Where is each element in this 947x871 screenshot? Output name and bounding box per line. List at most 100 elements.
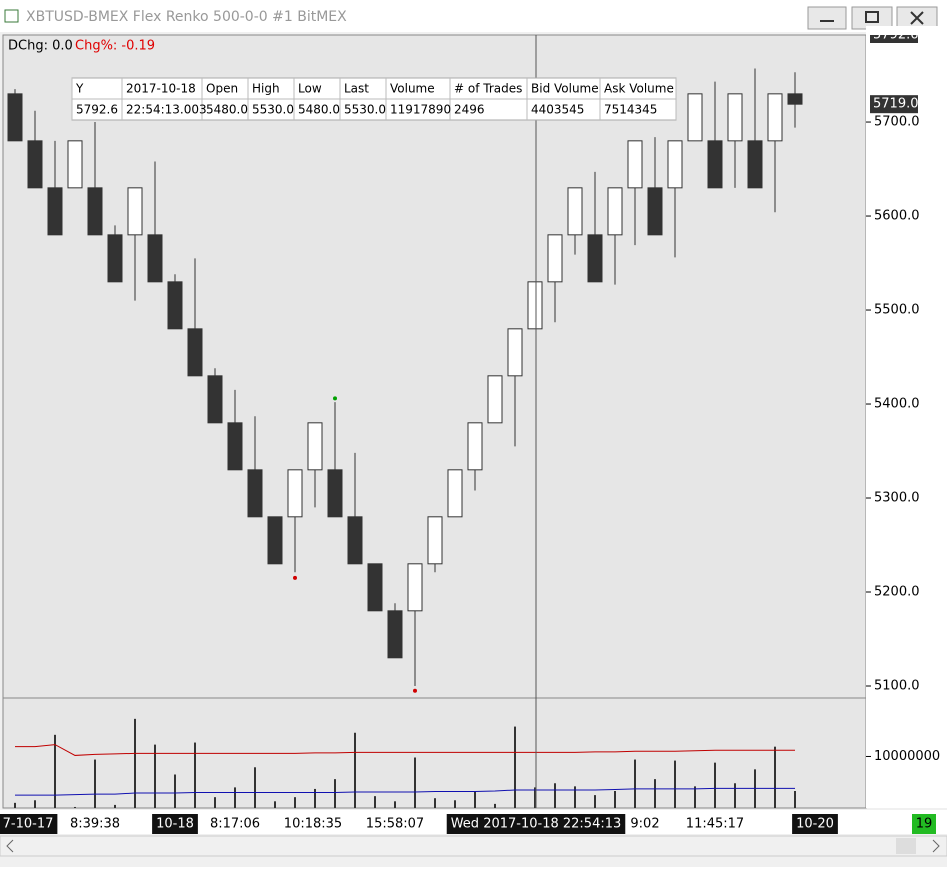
y-tick-label: 5600.0 (874, 209, 920, 224)
candle-body (347, 516, 363, 565)
x-tick-label: Wed 2017-10-18 22:54:13 (451, 817, 622, 832)
app-icon (4, 9, 19, 23)
scrollbar[interactable] (0, 835, 947, 857)
window-title: XBTUSD-BMEX Flex Renko 500-0-0 #1 BitMEX (26, 9, 347, 25)
table-cell: 2496 (454, 103, 485, 117)
candle-body (67, 140, 83, 189)
table-header: Y (75, 82, 84, 96)
candle-body (387, 610, 403, 659)
candle-body (507, 328, 523, 377)
scroll-left[interactable] (6, 839, 14, 853)
table-header: High (252, 82, 280, 96)
chg-pct: Chg%: -0.19 (75, 39, 155, 54)
candle-body (167, 281, 183, 330)
candle-body (367, 563, 383, 612)
table-cell: 5792.6 (76, 103, 118, 117)
table-header: Last (344, 82, 369, 96)
candle-body (227, 422, 243, 471)
x-tick-label: 11:45:17 (686, 817, 744, 832)
candle-body (427, 516, 443, 565)
table-header: Low (298, 82, 322, 96)
maximize-button[interactable] (851, 6, 893, 30)
x-tick-label: 10-18 (156, 817, 194, 832)
bar-count-box (912, 814, 936, 834)
candle-body (327, 469, 343, 518)
last-price-box (870, 95, 918, 114)
candle-body (287, 469, 303, 518)
price-axis (866, 35, 947, 808)
plot-area (2, 34, 867, 809)
close-icon (910, 11, 924, 25)
dchg: DChg: 0.0 (8, 39, 73, 54)
signal-dot (293, 575, 297, 580)
volume-tick-label: 10000000 (874, 749, 940, 764)
y-tick-label: 5300.0 (874, 491, 920, 506)
candle-body (407, 563, 423, 612)
minimize-button[interactable] (807, 6, 847, 30)
signal-dot (333, 396, 337, 401)
table-header: Bid Volume (531, 82, 599, 96)
x-tick-label: 8:17:06 (210, 817, 260, 832)
candle-body (707, 140, 723, 189)
candle-body (627, 140, 643, 189)
candle-body (447, 469, 463, 518)
maximize-icon (865, 11, 879, 23)
y-tick-label: 5500.0 (874, 303, 920, 318)
table-cell: 5480.0 (206, 103, 248, 117)
candle-body (767, 93, 783, 142)
plot: 5100.0 5200.0 5300.0 5400.0 5500.0 5600.0 5700… (0, 26, 947, 834)
title-bar (0, 0, 947, 32)
x-label-highlight (0, 814, 58, 834)
candle-body (87, 187, 103, 236)
scroll-right[interactable] (932, 839, 940, 853)
scroll-thumb[interactable] (896, 838, 916, 854)
y-tick-label: 5200.0 (874, 585, 920, 600)
y-tick-label: 5400.0 (874, 397, 920, 412)
volume-line (15, 787, 795, 796)
candle-body (27, 140, 43, 189)
y-tick-label: 5100.0 (874, 679, 920, 694)
candle-body (207, 375, 223, 424)
table-header: Ask Volume (604, 82, 674, 96)
table-header: # of Trades (454, 82, 522, 96)
table-cell: 5530.0 (344, 103, 386, 117)
candle-body (787, 93, 803, 105)
table-header: Open (206, 82, 238, 96)
candle-body (727, 93, 743, 142)
candle-body (247, 469, 263, 518)
volume-line (15, 744, 795, 756)
x-tick-label: 9:02 (630, 817, 659, 832)
table-header: Volume (390, 82, 435, 96)
x-tick-label: 15:58:07 (366, 817, 424, 832)
table-cell: 5480.0 (298, 103, 340, 117)
candle-body (647, 187, 663, 236)
candle-body (47, 187, 63, 236)
candle-body (187, 328, 203, 377)
table-cell: 5530.0 (252, 103, 294, 117)
signal-dot (413, 688, 417, 693)
window-buttons[interactable] (807, 6, 938, 30)
x-tick-label: 7-10-17 (3, 817, 54, 832)
candle-body (607, 187, 623, 236)
last-price-label: 5719.0 (873, 97, 919, 112)
table-header: 2017-10-18 (126, 82, 196, 96)
x-label-highlight (152, 814, 198, 834)
candle-body (147, 234, 163, 283)
candle-body (127, 187, 143, 236)
candle-body (587, 234, 603, 283)
x-label-highlight (792, 814, 838, 834)
table-cell: 11917890 (390, 103, 451, 117)
candle-body (467, 422, 483, 471)
candle-body (107, 234, 123, 283)
bar-count: 19 (916, 817, 933, 832)
x-tick-label: 10:18:35 (284, 817, 342, 832)
x-tick-label: 8:39:38 (70, 817, 120, 832)
axis-mask (866, 26, 947, 35)
candle-body (527, 281, 543, 330)
candle-body (687, 93, 703, 142)
candle-body (307, 422, 323, 471)
candle-body (667, 140, 683, 189)
candle-body (7, 93, 23, 142)
